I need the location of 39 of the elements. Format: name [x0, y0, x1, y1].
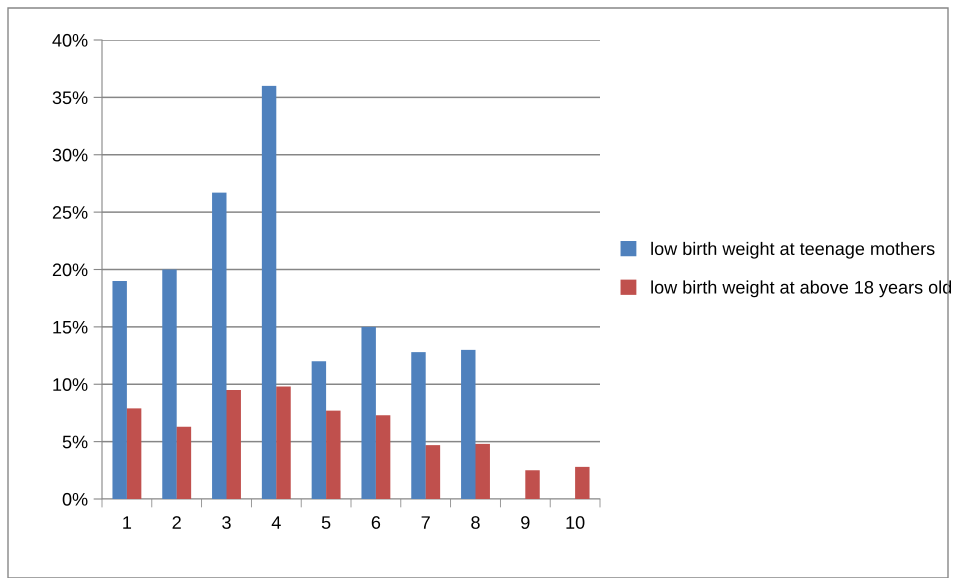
- bar: [326, 410, 341, 499]
- y-tick-label: 25%: [52, 206, 88, 219]
- x-tick-label: 10: [566, 516, 584, 529]
- bar: [525, 470, 540, 499]
- x-tick-label: 3: [222, 516, 231, 529]
- bar: [226, 390, 241, 499]
- y-tick-label: 20%: [52, 263, 88, 276]
- x-tick-label: 5: [322, 516, 330, 529]
- y-tick-label: 0%: [62, 492, 88, 506]
- x-tick-label: 7: [422, 516, 430, 529]
- y-tick-label: 10%: [53, 378, 88, 391]
- y-tick-label: 30%: [52, 148, 88, 162]
- bar: [461, 350, 476, 499]
- bar: [276, 386, 291, 499]
- legend-label: low birth weight at above 18 years old: [651, 280, 952, 298]
- bar: [376, 415, 390, 499]
- legend-label: low birth weight at teenage mothers: [651, 242, 935, 259]
- x-tick-label: 8: [471, 516, 480, 529]
- x-tick-label: 1: [123, 516, 132, 529]
- x-tick-label: 6: [372, 516, 380, 529]
- y-tick-label: 5%: [62, 436, 88, 448]
- bar: [262, 86, 276, 499]
- bar: [312, 361, 326, 499]
- bar: [176, 426, 192, 499]
- x-tick-label: 4: [272, 516, 281, 529]
- bar: [162, 270, 177, 499]
- bar: [476, 444, 490, 499]
- y-tick-label: 40%: [52, 34, 88, 47]
- bar: [112, 280, 127, 499]
- x-tick-label: 9: [521, 516, 530, 529]
- bar: [361, 326, 376, 499]
- bar: [426, 445, 440, 499]
- bar: [575, 466, 590, 499]
- bar: [126, 408, 142, 499]
- y-tick-label: 35%: [52, 91, 88, 104]
- y-tick-label: 15%: [53, 320, 88, 334]
- bar: [411, 352, 426, 499]
- bar: [212, 192, 226, 499]
- x-tick-label: 2: [172, 516, 181, 529]
